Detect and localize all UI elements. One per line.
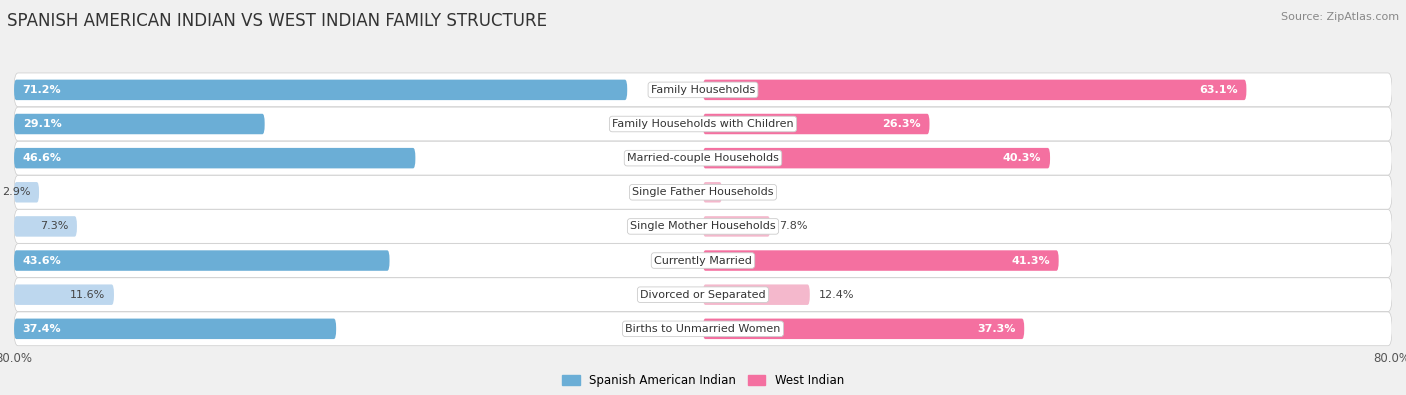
- Bar: [703, 148, 1050, 168]
- Text: 29.1%: 29.1%: [22, 119, 62, 129]
- FancyBboxPatch shape: [703, 182, 721, 203]
- Text: Family Households: Family Households: [651, 85, 755, 95]
- FancyBboxPatch shape: [703, 216, 770, 237]
- Text: 37.4%: 37.4%: [22, 324, 62, 334]
- Text: 43.6%: 43.6%: [22, 256, 62, 265]
- Text: Divorced or Separated: Divorced or Separated: [640, 290, 766, 300]
- FancyBboxPatch shape: [14, 73, 1392, 107]
- Text: Source: ZipAtlas.com: Source: ZipAtlas.com: [1281, 12, 1399, 22]
- FancyBboxPatch shape: [14, 175, 1392, 209]
- Text: 2.9%: 2.9%: [1, 187, 31, 197]
- Text: Currently Married: Currently Married: [654, 256, 752, 265]
- FancyBboxPatch shape: [703, 80, 1246, 100]
- FancyBboxPatch shape: [14, 216, 77, 237]
- Text: Family Households with Children: Family Households with Children: [612, 119, 794, 129]
- FancyBboxPatch shape: [14, 319, 336, 339]
- Bar: [703, 250, 1059, 271]
- FancyBboxPatch shape: [703, 319, 1024, 339]
- FancyBboxPatch shape: [14, 182, 39, 203]
- Text: 2.2%: 2.2%: [731, 187, 759, 197]
- FancyBboxPatch shape: [14, 107, 1392, 141]
- Bar: [14, 148, 415, 168]
- Bar: [14, 284, 114, 305]
- Bar: [703, 114, 929, 134]
- Bar: [703, 216, 770, 237]
- FancyBboxPatch shape: [14, 148, 415, 168]
- Text: 37.3%: 37.3%: [977, 324, 1015, 334]
- FancyBboxPatch shape: [14, 80, 627, 100]
- FancyBboxPatch shape: [703, 284, 810, 305]
- Bar: [703, 319, 1024, 339]
- Text: 71.2%: 71.2%: [22, 85, 62, 95]
- Text: 26.3%: 26.3%: [882, 119, 921, 129]
- Text: Married-couple Households: Married-couple Households: [627, 153, 779, 163]
- Bar: [14, 319, 336, 339]
- Text: 7.3%: 7.3%: [39, 222, 69, 231]
- Text: 63.1%: 63.1%: [1199, 85, 1237, 95]
- FancyBboxPatch shape: [14, 284, 114, 305]
- Bar: [703, 182, 721, 203]
- FancyBboxPatch shape: [14, 250, 389, 271]
- FancyBboxPatch shape: [703, 114, 929, 134]
- Bar: [14, 80, 627, 100]
- Text: 12.4%: 12.4%: [818, 290, 853, 300]
- Text: 11.6%: 11.6%: [70, 290, 105, 300]
- FancyBboxPatch shape: [14, 209, 1392, 243]
- Bar: [14, 216, 77, 237]
- Bar: [14, 182, 39, 203]
- Text: Births to Unmarried Women: Births to Unmarried Women: [626, 324, 780, 334]
- FancyBboxPatch shape: [14, 114, 264, 134]
- Text: 7.8%: 7.8%: [779, 222, 807, 231]
- FancyBboxPatch shape: [14, 244, 1392, 277]
- Bar: [703, 284, 810, 305]
- Bar: [14, 250, 389, 271]
- Bar: [14, 114, 264, 134]
- FancyBboxPatch shape: [703, 148, 1050, 168]
- Bar: [703, 80, 1246, 100]
- Text: 40.3%: 40.3%: [1002, 153, 1042, 163]
- Text: 41.3%: 41.3%: [1011, 256, 1050, 265]
- Legend: Spanish American Indian, West Indian: Spanish American Indian, West Indian: [557, 369, 849, 391]
- FancyBboxPatch shape: [703, 250, 1059, 271]
- Text: 46.6%: 46.6%: [22, 153, 62, 163]
- Text: Single Mother Households: Single Mother Households: [630, 222, 776, 231]
- Text: SPANISH AMERICAN INDIAN VS WEST INDIAN FAMILY STRUCTURE: SPANISH AMERICAN INDIAN VS WEST INDIAN F…: [7, 12, 547, 30]
- Text: Single Father Households: Single Father Households: [633, 187, 773, 197]
- FancyBboxPatch shape: [14, 312, 1392, 346]
- FancyBboxPatch shape: [14, 141, 1392, 175]
- FancyBboxPatch shape: [14, 278, 1392, 312]
